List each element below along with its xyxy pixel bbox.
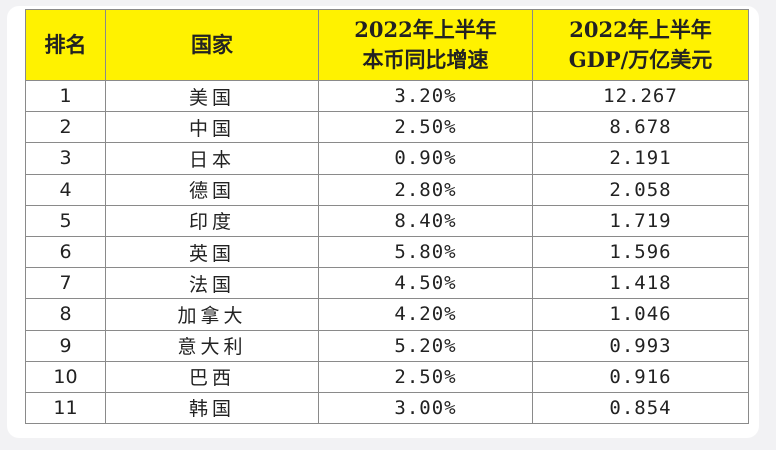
table-row: 4 德国 2.80% 2.058 [25, 173, 749, 206]
country-cell: 加拿大 [105, 298, 319, 331]
table-row: 6 英国 5.80% 1.596 [25, 235, 749, 269]
gdp-cell: 2.058 [532, 173, 749, 206]
header-growth-line1: 2022年上半年 [354, 17, 497, 42]
rank-cell: 5 [25, 204, 106, 237]
gdp-cell: 1.596 [532, 235, 749, 269]
country-cell: 德国 [105, 173, 319, 206]
rank-cell: 3 [25, 142, 106, 175]
country-cell: 韩国 [105, 391, 319, 425]
rank-cell: 9 [25, 329, 106, 362]
table-row: 1 美国 3.20% 12.267 [25, 79, 749, 113]
gdp-cell: 2.191 [532, 142, 749, 175]
gdp-ranking-table: 排名 国家 2022年上半年 本币同比增速 2022年上半年 GDP/万亿美元 … [25, 9, 749, 425]
growth-cell: 8.40% [318, 204, 533, 237]
gdp-cell: 0.916 [532, 360, 749, 393]
country-cell: 日本 [105, 142, 319, 175]
table-row: 3 日本 0.90% 2.191 [25, 142, 749, 175]
header-gdp: 2022年上半年 GDP/万亿美元 [532, 9, 749, 81]
table-row: 11 韩国 3.00% 0.854 [25, 391, 749, 425]
growth-cell: 5.20% [318, 329, 533, 362]
header-country: 国家 [105, 9, 319, 81]
table-row: 9 意大利 5.20% 0.993 [25, 329, 749, 362]
rank-cell: 11 [25, 391, 106, 425]
growth-cell: 5.80% [318, 235, 533, 269]
gdp-cell: 1.046 [532, 298, 749, 331]
rank-cell: 4 [25, 173, 106, 206]
growth-cell: 2.80% [318, 173, 533, 206]
gdp-cell: 8.678 [532, 111, 749, 144]
rank-cell: 6 [25, 235, 106, 269]
table-row: 2 中国 2.50% 8.678 [25, 111, 749, 144]
table-row: 10 巴西 2.50% 0.916 [25, 360, 749, 393]
growth-cell: 2.50% [318, 360, 533, 393]
growth-cell: 2.50% [318, 111, 533, 144]
rank-cell: 10 [25, 360, 106, 393]
growth-cell: 3.20% [318, 79, 533, 113]
growth-cell: 0.90% [318, 142, 533, 175]
country-cell: 意大利 [105, 329, 319, 362]
growth-cell: 3.00% [318, 391, 533, 425]
header-rank: 排名 [25, 9, 106, 81]
gdp-cell: 12.267 [532, 79, 749, 113]
gdp-cell: 0.993 [532, 329, 749, 362]
country-cell: 英国 [105, 235, 319, 269]
growth-cell: 4.50% [318, 267, 533, 300]
table-card: 排名 国家 2022年上半年 本币同比增速 2022年上半年 GDP/万亿美元 … [7, 6, 759, 438]
gdp-cell: 0.854 [532, 391, 749, 425]
growth-cell: 4.20% [318, 298, 533, 331]
rank-cell: 1 [25, 79, 106, 113]
header-growth: 2022年上半年 本币同比增速 [318, 9, 533, 81]
table-row: 8 加拿大 4.20% 1.046 [25, 298, 749, 331]
gdp-cell: 1.719 [532, 204, 749, 237]
country-cell: 印度 [105, 204, 319, 237]
table-row: 5 印度 8.40% 1.719 [25, 204, 749, 237]
header-growth-line2: 本币同比增速 [362, 47, 489, 72]
header-gdp-line1: 2022年上半年 [569, 17, 712, 42]
header-row: 排名 国家 2022年上半年 本币同比增速 2022年上半年 GDP/万亿美元 [25, 9, 749, 81]
header-gdp-line2: GDP/万亿美元 [568, 47, 713, 72]
country-cell: 法国 [105, 267, 319, 300]
rank-cell: 7 [25, 267, 106, 300]
country-cell: 巴西 [105, 360, 319, 393]
country-cell: 美国 [105, 79, 319, 113]
country-cell: 中国 [105, 111, 319, 144]
gdp-cell: 1.418 [532, 267, 749, 300]
rank-cell: 2 [25, 111, 106, 144]
table-row: 7 法国 4.50% 1.418 [25, 267, 749, 300]
rank-cell: 8 [25, 298, 106, 331]
